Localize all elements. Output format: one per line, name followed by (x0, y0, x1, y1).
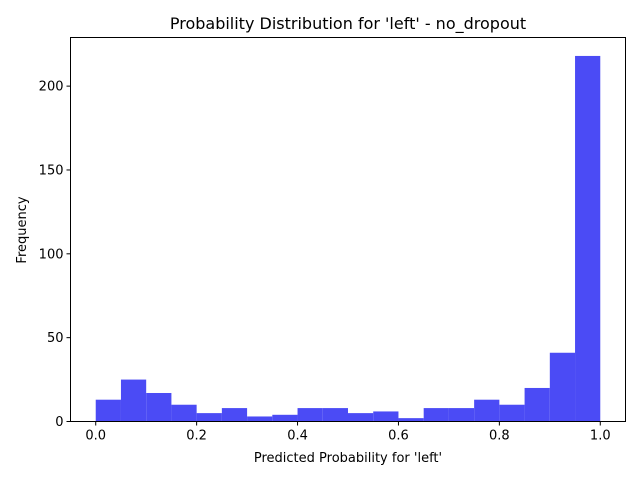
histogram-bar (197, 413, 222, 421)
histogram-bar (525, 388, 550, 422)
histogram-bar (424, 408, 449, 421)
y-tick-label: 150 (39, 163, 64, 178)
histogram-bar (499, 405, 524, 422)
histogram-bar (323, 408, 348, 421)
histogram-bar (550, 353, 575, 422)
x-tick-label: 0.4 (287, 429, 308, 444)
y-tick-label: 50 (47, 331, 64, 346)
x-tick-label: 1.0 (590, 429, 611, 444)
histogram-bar (449, 408, 474, 421)
histogram-bar (373, 411, 398, 421)
histogram-bar (398, 418, 423, 421)
bars-group (96, 56, 601, 422)
histogram-bar (247, 416, 272, 421)
plot-frame (71, 38, 626, 422)
x-tick-label: 0.8 (489, 429, 510, 444)
x-axis-label: Predicted Probability for 'left' (254, 451, 442, 466)
x-tick-label: 0.0 (85, 429, 106, 444)
histogram-bar (474, 400, 499, 422)
histogram-bar (171, 405, 196, 422)
histogram-bar (121, 380, 146, 422)
histogram-bar (272, 415, 297, 422)
y-axis: 0 50 100 150 200 (39, 80, 71, 430)
x-tick-label: 0.6 (388, 429, 409, 444)
histogram-bar (575, 56, 600, 422)
histogram-bar (146, 393, 171, 422)
histogram-bar (298, 408, 323, 421)
x-axis: 0.0 0.2 0.4 0.6 0.8 1.0 (85, 422, 610, 444)
y-tick-label: 100 (39, 247, 64, 262)
x-tick-label: 0.2 (186, 429, 207, 444)
y-tick-label: 0 (55, 415, 63, 430)
histogram-bar (222, 408, 247, 421)
y-axis-label: Frequency (15, 196, 30, 263)
histogram-bar (348, 413, 373, 421)
y-tick-label: 200 (39, 80, 64, 95)
chart-title: Probability Distribution for 'left' - no… (170, 14, 526, 34)
histogram-bar (96, 400, 121, 422)
